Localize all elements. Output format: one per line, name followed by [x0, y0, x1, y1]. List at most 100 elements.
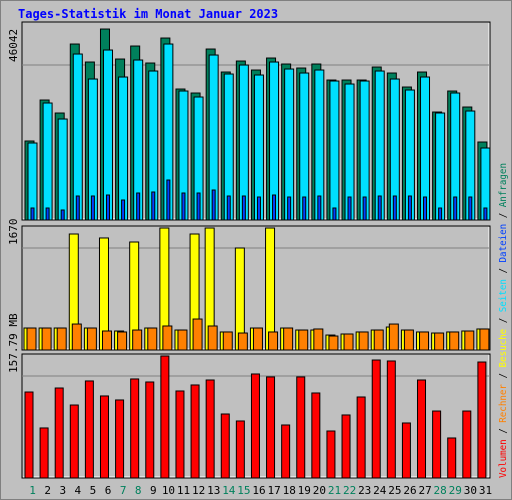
bar — [343, 333, 354, 351]
x-tick-label: 10 — [162, 484, 175, 497]
bar — [447, 437, 457, 479]
bar — [121, 199, 126, 221]
bar — [432, 410, 442, 479]
legend-entry: Seiten — [498, 279, 509, 312]
bar — [423, 196, 428, 221]
bar — [388, 323, 399, 351]
x-tick-label: 31 — [479, 484, 492, 497]
bar — [26, 327, 37, 351]
legend-entry: Volumen — [498, 439, 509, 478]
x-tick-label: 27 — [418, 484, 431, 497]
bar — [57, 118, 68, 221]
bar — [377, 195, 382, 221]
bar — [71, 323, 82, 351]
bar — [177, 329, 188, 351]
bar — [160, 355, 170, 479]
legend-entry: Rechner — [498, 384, 509, 423]
x-tick-label: 19 — [298, 484, 311, 497]
y-tick-label: 46042 — [7, 29, 20, 62]
legend-entry: Dateien — [498, 224, 509, 263]
bar — [86, 327, 97, 351]
bar — [386, 360, 396, 479]
x-tick-label: 3 — [59, 484, 66, 497]
bar — [479, 328, 490, 351]
bar — [313, 328, 324, 351]
x-tick-label: 7 — [120, 484, 127, 497]
bar — [311, 392, 321, 479]
x-tick-label: 15 — [237, 484, 250, 497]
x-tick-label: 20 — [313, 484, 326, 497]
bar — [72, 53, 83, 221]
bar — [39, 427, 49, 479]
bar — [298, 329, 309, 351]
bar — [272, 194, 277, 221]
bar — [281, 424, 291, 479]
bar — [175, 390, 185, 479]
bar — [151, 191, 156, 221]
legend-separator: / — [498, 312, 509, 329]
x-tick-label: 18 — [283, 484, 296, 497]
y-tick-label: 1670 — [7, 218, 20, 245]
bar — [45, 207, 50, 221]
x-tick-label: 9 — [150, 484, 157, 497]
x-tick-label: 28 — [434, 484, 447, 497]
x-tick-label: 8 — [135, 484, 142, 497]
bar — [462, 410, 472, 479]
bar — [358, 331, 369, 351]
bar — [347, 196, 352, 221]
x-tick-label: 1 — [29, 484, 36, 497]
bar — [235, 420, 245, 479]
bar — [326, 430, 336, 479]
bar — [118, 76, 129, 221]
legend-separator: / — [498, 367, 509, 384]
bar — [371, 359, 381, 479]
y-tick-label: 157.79 MB — [7, 313, 20, 373]
bar — [56, 327, 67, 351]
bar — [356, 396, 366, 479]
bar — [136, 192, 141, 221]
x-tick-label: 5 — [90, 484, 97, 497]
bar — [250, 373, 260, 479]
bar — [268, 331, 279, 351]
bar — [266, 376, 276, 479]
bar — [226, 195, 231, 221]
bar — [181, 192, 186, 221]
bar — [30, 207, 35, 221]
bar — [41, 327, 52, 351]
bar — [99, 395, 109, 479]
bar — [403, 329, 414, 351]
bar — [328, 335, 339, 351]
legend-entry: Besuche — [498, 329, 509, 368]
bar — [117, 331, 128, 351]
bar — [329, 80, 340, 221]
x-tick-label: 2 — [44, 484, 51, 497]
bar — [419, 331, 430, 351]
bar — [147, 327, 158, 351]
x-tick-label: 30 — [464, 484, 477, 497]
bar — [317, 195, 322, 221]
x-tick-label: 11 — [177, 484, 190, 497]
bar — [220, 413, 230, 479]
bar — [407, 195, 412, 221]
x-tick-label: 12 — [192, 484, 205, 497]
bar — [468, 196, 473, 221]
bar — [54, 387, 64, 479]
bar — [237, 332, 248, 351]
bar — [256, 196, 261, 221]
legend-separator: / — [498, 207, 509, 224]
bar — [60, 209, 65, 221]
x-tick-label: 24 — [373, 484, 387, 497]
x-tick-label: 21 — [328, 484, 341, 497]
bar — [190, 384, 200, 479]
x-tick-label: 17 — [267, 484, 280, 497]
bar — [75, 195, 80, 221]
bar — [196, 192, 201, 221]
x-tick-label: 4 — [75, 484, 82, 497]
bar — [453, 196, 458, 221]
bar — [132, 329, 143, 351]
bar — [211, 189, 216, 221]
bar — [130, 378, 140, 479]
x-tick-label: 13 — [207, 484, 220, 497]
bar — [341, 414, 351, 479]
